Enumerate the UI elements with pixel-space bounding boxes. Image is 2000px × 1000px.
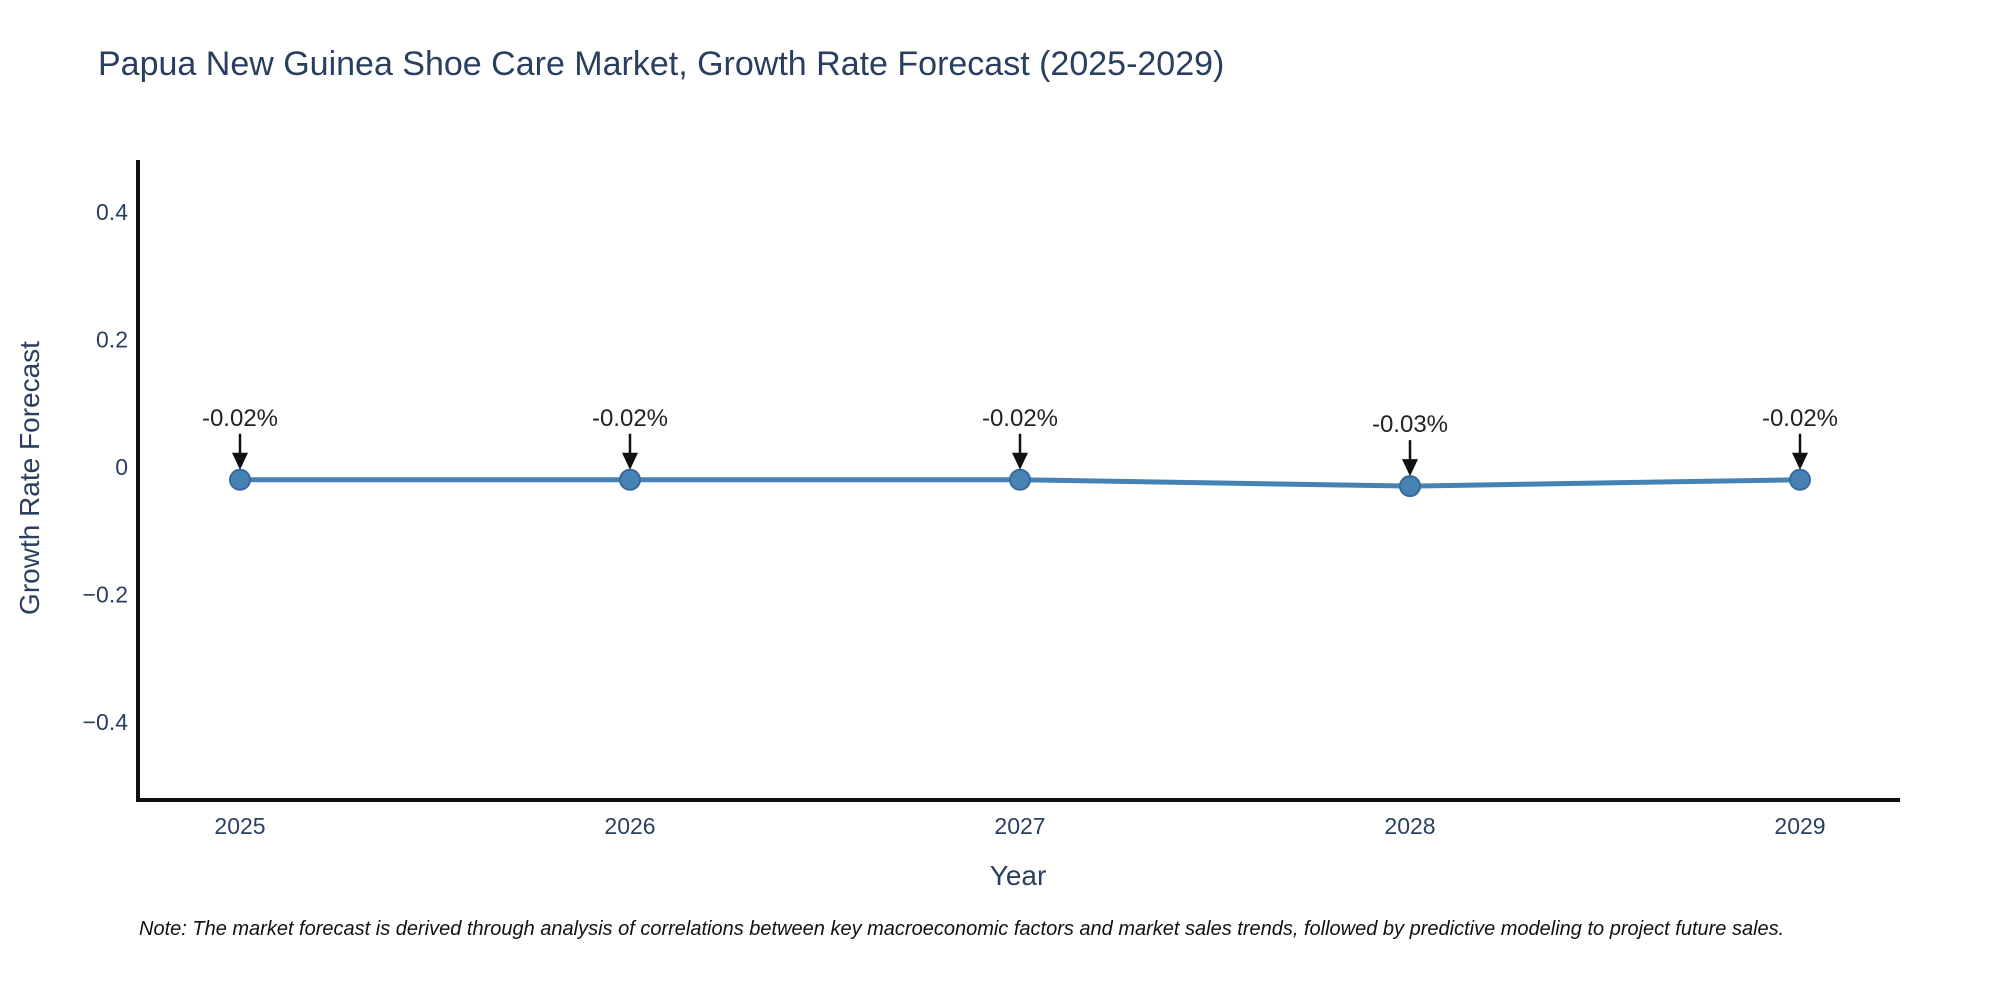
- annotation-arrowhead: [1402, 459, 1418, 477]
- x-tick-label: 2026: [604, 813, 655, 839]
- annotation-arrowhead: [1012, 452, 1028, 470]
- x-tick-label: 2025: [214, 813, 265, 839]
- x-tick-label: 2029: [1774, 813, 1825, 839]
- x-axis-title: Year: [989, 860, 1047, 891]
- footnote: Note: The market forecast is derived thr…: [139, 918, 1785, 940]
- annotation-label: -0.02%: [982, 405, 1058, 432]
- data-point-marker: [1009, 468, 1031, 491]
- x-tick-label: 2028: [1384, 813, 1435, 839]
- y-tick-label: −0.4: [83, 709, 129, 735]
- data-point-marker: [229, 468, 251, 491]
- annotation-label: -0.03%: [1372, 411, 1448, 438]
- chart-title: Papua New Guinea Shoe Care Market, Growt…: [98, 45, 1225, 83]
- annotation-label: -0.02%: [202, 405, 278, 432]
- data-point-marker: [1399, 475, 1421, 498]
- y-tick-label: −0.2: [83, 582, 128, 608]
- x-tick-label: 2027: [994, 813, 1045, 839]
- annotation-label: -0.02%: [1762, 405, 1838, 432]
- y-tick-label: 0: [115, 454, 128, 480]
- data-point-marker: [1789, 468, 1811, 491]
- annotation-arrowhead: [1792, 452, 1808, 470]
- annotation-arrowhead: [622, 452, 638, 470]
- annotation-arrowhead: [232, 452, 248, 470]
- y-tick-label: 0.4: [96, 199, 128, 225]
- data-point-marker: [619, 468, 641, 491]
- annotation-label: -0.02%: [592, 405, 668, 432]
- y-tick-label: 0.2: [96, 327, 128, 353]
